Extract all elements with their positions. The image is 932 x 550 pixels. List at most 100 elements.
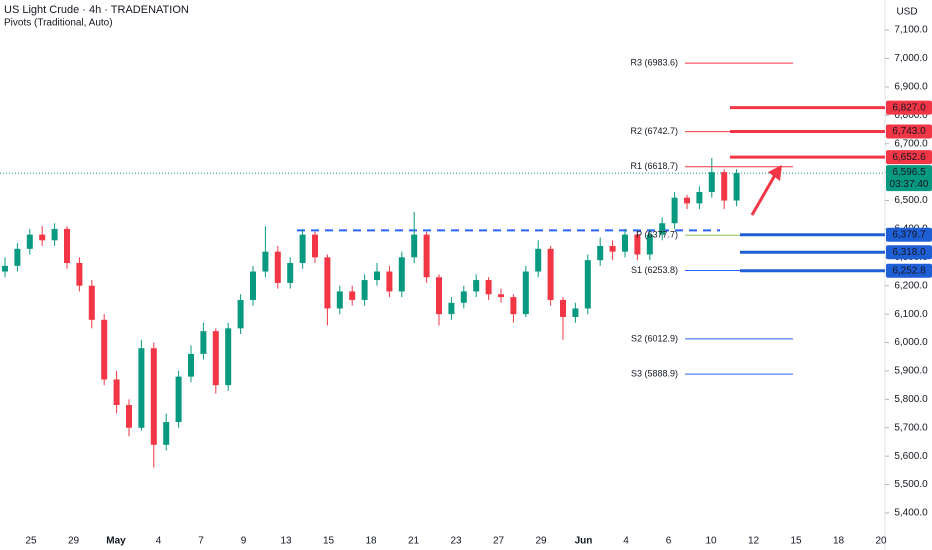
price-tag-label: 6,318.0 [892, 247, 926, 258]
candle-body [522, 271, 529, 315]
price-tag [886, 227, 932, 242]
price-tag [886, 100, 932, 115]
candle-body [374, 271, 380, 281]
x-tick-label: 9 [241, 536, 247, 547]
candle-body [262, 251, 269, 272]
candle-body [733, 173, 740, 201]
candle-body [336, 291, 343, 309]
price-tag [886, 150, 932, 165]
candle-body [250, 271, 256, 300]
candle-body [237, 299, 244, 329]
x-tick-label: 4 [156, 536, 162, 547]
x-tick-label: 12 [748, 536, 760, 547]
current-price-tag [886, 165, 932, 192]
candle-body [684, 197, 690, 204]
price-tag-label: 6,743.0 [892, 126, 926, 137]
y-tick-label: 5,700.0 [894, 422, 928, 433]
candle-body [14, 248, 21, 266]
y-tick-label: 6,000.0 [894, 337, 928, 348]
y-tick-label: 7,100.0 [894, 25, 928, 36]
candle-body [584, 260, 591, 309]
candle-body [622, 234, 628, 252]
candle-body [274, 251, 281, 283]
pivot-label: S2 (6012.9) [631, 333, 678, 343]
y-tick-label: 6,200.0 [894, 280, 928, 291]
x-tick-label: 29 [535, 536, 547, 547]
candle-body [547, 248, 554, 300]
x-tick-label: Jun [575, 536, 593, 547]
candle-body [2, 265, 8, 272]
candle-body [76, 263, 83, 286]
candle-body [150, 348, 157, 445]
candle-body [188, 353, 194, 377]
candle-body [473, 280, 480, 292]
y-tick-label: 5,600.0 [894, 451, 928, 462]
candle-body [634, 234, 641, 255]
candle-body [175, 376, 182, 423]
price-tag-label: 6,652.6 [892, 152, 926, 163]
candle-body [721, 172, 728, 201]
candle-body [671, 197, 678, 224]
x-tick-label: 15 [790, 536, 802, 547]
candle-body [535, 248, 542, 272]
currency: USD [896, 7, 917, 18]
candle-body [560, 299, 566, 317]
y-tick-label: 5,800.0 [894, 394, 928, 405]
x-tick-label: May [106, 536, 126, 547]
pivot-label: R1 (6618.7) [630, 161, 678, 171]
candle-body [423, 234, 430, 278]
candle-body [324, 257, 331, 309]
y-tick-label: 7,000.0 [894, 53, 928, 64]
price-tag [886, 124, 932, 139]
x-tick-label: 25 [25, 536, 37, 547]
candle-body [101, 319, 108, 380]
candle-body [88, 285, 95, 320]
candle-body [411, 234, 418, 258]
candle-body [51, 228, 58, 241]
x-tick-label: 23 [450, 536, 462, 547]
x-tick-label: 20 [875, 536, 887, 547]
y-tick-label: 6,800.0 [894, 110, 928, 121]
candle-body [287, 263, 294, 283]
candle-body [398, 257, 405, 292]
candle-body [460, 291, 467, 303]
candle-body [498, 294, 504, 298]
candle-body [225, 328, 232, 386]
candle-body [436, 277, 442, 315]
x-tick-label: 18 [365, 536, 377, 547]
y-tick-label: 5,900.0 [894, 366, 928, 377]
candle-body [361, 280, 368, 300]
candle-body [163, 422, 170, 445]
candle-body [696, 192, 703, 204]
y-tick-label: 6,100.0 [894, 309, 928, 320]
pivot-label: R3 (6983.6) [630, 58, 678, 68]
candle-body [659, 223, 666, 235]
y-tick-label: 6,900.0 [894, 82, 928, 93]
x-tick-label: 6 [666, 536, 672, 547]
pivot-label: P (6377.7) [636, 230, 678, 240]
candle-body [39, 234, 46, 241]
candle-body [572, 308, 579, 317]
candle-body [299, 234, 306, 264]
candle-body [448, 302, 455, 315]
y-tick-label: 5,500.0 [894, 479, 928, 490]
chart-title: US Light Crude · 4h · TRADENATION [4, 4, 189, 16]
candle-body [64, 228, 70, 264]
x-tick-label: 15 [323, 536, 335, 547]
y-tick-label: 5,400.0 [894, 508, 928, 519]
x-tick-label: 27 [493, 536, 505, 547]
price-tag-label: 6,827.0 [892, 102, 926, 113]
pivot-label: S1 (6253.8) [631, 265, 678, 275]
x-tick-label: 10 [705, 536, 717, 547]
arrow-head [768, 165, 782, 181]
candle-body [212, 331, 219, 386]
countdown: 03:37:40 [890, 179, 929, 190]
pivot-label: S3 (5888.9) [631, 368, 678, 378]
candle-body [609, 245, 616, 252]
x-tick-label: 29 [68, 536, 80, 547]
candle-body [200, 331, 207, 354]
candle-body [510, 297, 517, 315]
plot [0, 62, 885, 468]
